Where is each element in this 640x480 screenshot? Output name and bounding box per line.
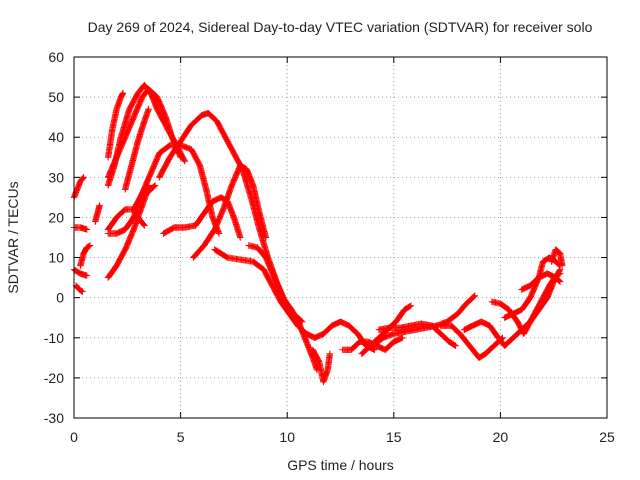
- marker-track: [461, 266, 564, 349]
- marker-track: [72, 282, 86, 295]
- x-axis-label: GPS time / hours: [287, 457, 394, 473]
- marker-track: [245, 242, 321, 374]
- marker-track: [70, 174, 87, 201]
- series-track-14: [130, 182, 152, 213]
- marker-track: [92, 202, 103, 225]
- marker-track: [160, 194, 244, 241]
- series-track-20: [309, 346, 333, 386]
- marker-track: [548, 246, 566, 269]
- data-points: [70, 81, 566, 386]
- series-track-10: [104, 85, 184, 181]
- axes: 0 5 10 15 20 25 -30 -20 -10 0 10 20 30 40 50 60: [44, 49, 615, 445]
- marker-track: [518, 270, 564, 293]
- series-track-13: [104, 182, 159, 281]
- y-tick-label: 50: [48, 89, 64, 105]
- series-track-29: [518, 270, 564, 293]
- x-tick-label: 25: [599, 429, 615, 445]
- y-tick-label: 10: [48, 250, 64, 266]
- marker-track: [104, 182, 159, 281]
- y-tick-label: -20: [44, 370, 64, 386]
- series-track-17: [190, 162, 270, 261]
- marker-track: [309, 346, 333, 386]
- x-tick-label: 15: [386, 429, 402, 445]
- plot-frame: [73, 56, 608, 419]
- y-tick-label: 20: [48, 209, 64, 225]
- marker-track: [375, 320, 459, 349]
- marker-track: [104, 85, 184, 181]
- x-tick-label: 20: [493, 429, 509, 445]
- y-tick-label: 40: [48, 129, 64, 145]
- series-track-5: [77, 242, 94, 269]
- series-track-30: [548, 246, 566, 269]
- series-track-24: [375, 320, 459, 349]
- marker-track: [122, 105, 152, 193]
- series-track-4: [72, 282, 86, 295]
- marker-track: [211, 246, 378, 353]
- marker-track: [190, 162, 270, 261]
- series-track-23: [369, 292, 478, 349]
- series-track-19: [245, 242, 321, 374]
- x-tick-label: 10: [279, 429, 295, 445]
- series-track-6: [92, 202, 103, 225]
- x-tick-label: 5: [177, 429, 185, 445]
- marker-track: [104, 89, 127, 161]
- y-tick-label: 60: [48, 49, 64, 65]
- marker-track: [77, 242, 94, 269]
- y-axis-label: SDTVAR / TECUs: [5, 181, 21, 293]
- y-tick-label: -10: [44, 330, 64, 346]
- series-track-1: [70, 174, 87, 201]
- chart-title: Day 269 of 2024, Sidereal Day-to-day VTE…: [88, 19, 593, 35]
- series-track-26: [461, 266, 564, 349]
- y-tick-label: 30: [48, 169, 64, 185]
- marker-track: [437, 322, 506, 361]
- y-tick-label: 0: [56, 290, 64, 306]
- x-tick-label: 0: [70, 429, 78, 445]
- series-track-9: [104, 89, 127, 161]
- marker-track: [130, 182, 152, 213]
- series-track-16: [160, 194, 244, 241]
- y-tick-label: -30: [44, 410, 64, 426]
- series-track-25: [437, 322, 506, 361]
- series-track-18: [211, 246, 378, 353]
- series-track-11: [122, 105, 152, 193]
- marker-track: [369, 292, 478, 349]
- grid-lines: [74, 57, 607, 418]
